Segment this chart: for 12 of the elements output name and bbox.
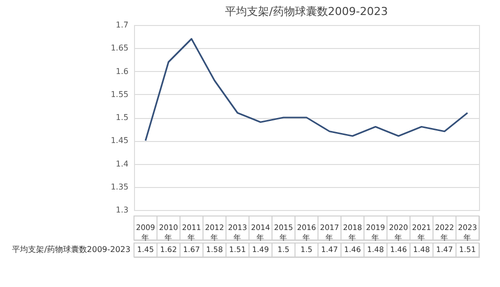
y-tick-label: 1.4 <box>116 159 128 168</box>
y-tick-label: 1.6 <box>116 66 128 76</box>
text: 平均支架/药物球囊数2009-2023 <box>12 245 130 254</box>
y-tick-label: 1.3 <box>116 206 128 214</box>
y-tick-label: 1.35 <box>110 182 128 192</box>
text: 平均支架/药物球囊数2009-2023 <box>225 5 388 18</box>
y-tick-label: 1.65 <box>110 44 128 53</box>
y-tick-label: 1.7 <box>116 20 128 30</box>
line-series <box>144 38 468 142</box>
y-tick-label: 1.5 <box>116 113 128 122</box>
y-tick-label: 1.55 <box>110 90 128 99</box>
y-tick-label: 1.45 <box>110 136 128 146</box>
